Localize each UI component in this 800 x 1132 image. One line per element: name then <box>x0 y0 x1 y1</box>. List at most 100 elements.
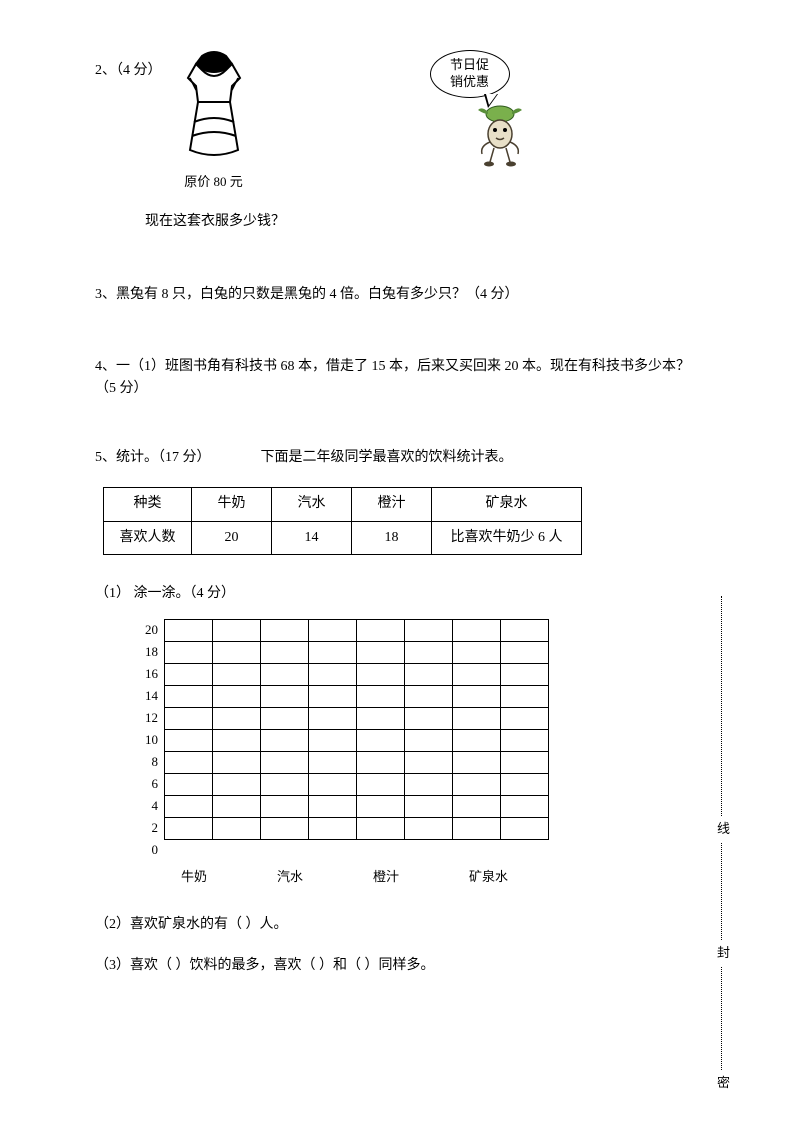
speech-bubble: 节日促 销优惠 <box>430 50 510 98</box>
grid-cell <box>357 620 405 642</box>
grid-cell <box>309 708 357 730</box>
grid-cell <box>405 796 453 818</box>
grid-cell <box>261 774 309 796</box>
grid-cell <box>357 796 405 818</box>
grid-cell <box>501 730 549 752</box>
y-tick: 2 <box>152 817 159 839</box>
y-tick: 14 <box>145 685 158 707</box>
grid-cell <box>453 686 501 708</box>
side-char-1: 线 <box>717 816 730 843</box>
grid-cell <box>165 642 213 664</box>
grid-cell <box>309 774 357 796</box>
grid-cell <box>213 664 261 686</box>
grid-cell <box>213 642 261 664</box>
grid-cell <box>501 642 549 664</box>
grid-cell <box>357 818 405 840</box>
grid-cell <box>213 686 261 708</box>
grid-cell <box>261 664 309 686</box>
y-axis: 20 18 16 14 12 10 8 6 4 2 0 <box>145 619 164 861</box>
grid-cell <box>357 642 405 664</box>
grid-cell <box>357 774 405 796</box>
th-water: 矿泉水 <box>432 488 582 521</box>
th-milk: 牛奶 <box>192 488 272 521</box>
q2-row: 2、（4 分） 原价 80 元 节日促 销优惠 <box>95 50 705 193</box>
grid-cell <box>309 686 357 708</box>
q2-label: 2、（4 分） <box>95 50 162 82</box>
q5-label: 5、统计。（17 分） <box>95 447 211 469</box>
grid-cell <box>261 686 309 708</box>
q5-sub3: （3）喜欢（ ）饮料的最多，喜欢（ ）和（ ）同样多。 <box>95 955 705 977</box>
grid-cell <box>165 730 213 752</box>
x-label: 汽水 <box>277 867 373 888</box>
y-tick: 8 <box>152 751 159 773</box>
grid-cell <box>501 664 549 686</box>
grid-cell <box>261 796 309 818</box>
promo-bubble-group: 节日促 销优惠 <box>430 50 510 98</box>
grid-cell <box>405 686 453 708</box>
grid-cell <box>357 686 405 708</box>
q5-sub2: （2）喜欢矿泉水的有（ ）人。 <box>95 914 705 936</box>
grid-cell <box>501 708 549 730</box>
grid-cell <box>501 752 549 774</box>
grid-cell <box>309 730 357 752</box>
th-oj: 橙汁 <box>352 488 432 521</box>
x-label: 橙汁 <box>373 867 469 888</box>
grid-cell <box>165 620 213 642</box>
grid-cell <box>213 774 261 796</box>
grid-cell <box>405 730 453 752</box>
grid-cell <box>165 664 213 686</box>
grid-cell <box>453 730 501 752</box>
q5-intro-row: 5、统计。（17 分） 下面是二年级同学最喜欢的饮料统计表。 <box>95 447 705 469</box>
table-row: 喜欢人数 20 14 18 比喜欢牛奶少 6 人 <box>104 521 582 554</box>
q4-text: 4、一（1）班图书角有科技书 68 本，借走了 15 本，后来又买回来 20 本… <box>95 356 705 401</box>
grid-cell <box>261 708 309 730</box>
q5-intro-text: 下面是二年级同学最喜欢的饮料统计表。 <box>261 447 513 469</box>
grid-cell <box>309 796 357 818</box>
y-tick: 18 <box>145 641 158 663</box>
side-char-3: 密 <box>717 1070 730 1097</box>
table-row: 种类 牛奶 汽水 橙汁 矿泉水 <box>104 488 582 521</box>
dress-figure: 原价 80 元 <box>174 50 254 193</box>
grid-cell <box>405 642 453 664</box>
grid-cell <box>501 796 549 818</box>
y-tick: 0 <box>152 839 159 861</box>
grid-cell <box>453 642 501 664</box>
q2-question: 现在这套衣服多少钱？ <box>145 211 705 233</box>
grid-cell <box>453 664 501 686</box>
grid-cell <box>165 818 213 840</box>
cell-soda: 14 <box>272 521 352 554</box>
row-label: 喜欢人数 <box>104 521 192 554</box>
grid-cell <box>357 730 405 752</box>
grid-cell <box>309 818 357 840</box>
grid-cell <box>309 620 357 642</box>
side-dotted-line <box>721 596 722 1096</box>
grid-cell <box>261 752 309 774</box>
side-char-2: 封 <box>717 940 730 967</box>
grid-cell <box>165 686 213 708</box>
bubble-line2: 销优惠 <box>450 74 489 89</box>
grid-cell <box>261 730 309 752</box>
grid-cell <box>453 774 501 796</box>
y-tick: 6 <box>152 773 159 795</box>
grid-cell <box>165 796 213 818</box>
th-soda: 汽水 <box>272 488 352 521</box>
grid-cell <box>261 620 309 642</box>
grid-cell <box>405 620 453 642</box>
grid-wrap <box>164 619 549 861</box>
grid-cell <box>453 752 501 774</box>
mascot-icon <box>472 104 528 170</box>
cell-milk: 20 <box>192 521 272 554</box>
grid-cell <box>261 642 309 664</box>
grid-cell <box>357 708 405 730</box>
x-label: 牛奶 <box>181 867 277 888</box>
grid-cell <box>405 708 453 730</box>
q5-sub1: （1） 涂一涂。（4 分） <box>95 583 705 605</box>
grid-cell <box>501 620 549 642</box>
drinks-table: 种类 牛奶 汽水 橙汁 矿泉水 喜欢人数 20 14 18 比喜欢牛奶少 6 人 <box>103 487 582 555</box>
cell-water: 比喜欢牛奶少 6 人 <box>432 521 582 554</box>
grid-cell <box>357 664 405 686</box>
th-kind: 种类 <box>104 488 192 521</box>
grid-cell <box>213 752 261 774</box>
grid-cell <box>405 818 453 840</box>
grid-cell <box>309 752 357 774</box>
